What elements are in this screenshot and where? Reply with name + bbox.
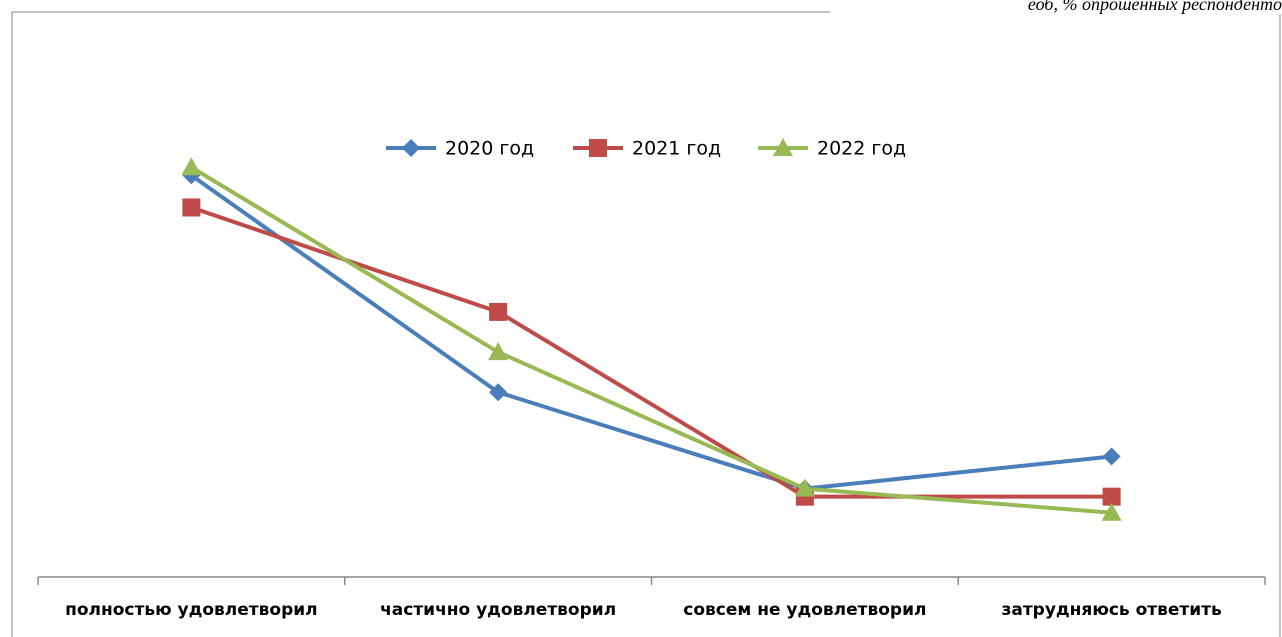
x-tick-label: затрудняюсь ответить — [1001, 600, 1221, 620]
point-marker — [1101, 502, 1122, 521]
point-marker — [489, 383, 508, 402]
point-marker — [1102, 487, 1121, 506]
series-line — [190, 173, 1112, 491]
x-tick-label: полностью удовлетворил — [65, 600, 317, 620]
series-line — [190, 165, 1112, 515]
point-marker — [794, 478, 815, 497]
title-background — [830, 0, 1282, 14]
legend-marker — [773, 138, 793, 156]
legend-marker — [402, 139, 420, 157]
point-marker — [488, 342, 509, 361]
chart-title: еоб, % опрошенных респонденто — [1028, 0, 1282, 14]
legend-label: 2020 год — [445, 138, 534, 160]
x-tick-label: частично удовлетворил — [380, 600, 616, 620]
point-marker — [181, 157, 202, 176]
legend-label: 2022 год — [817, 138, 906, 160]
x-tick-label: совсем не удовлетворил — [683, 600, 926, 620]
point-marker — [1102, 447, 1121, 466]
legend-marker — [589, 139, 607, 157]
chart-frame — [11, 11, 1281, 637]
point-marker — [489, 302, 508, 321]
point-marker — [182, 198, 201, 217]
legend-label: 2021 год — [632, 138, 721, 160]
